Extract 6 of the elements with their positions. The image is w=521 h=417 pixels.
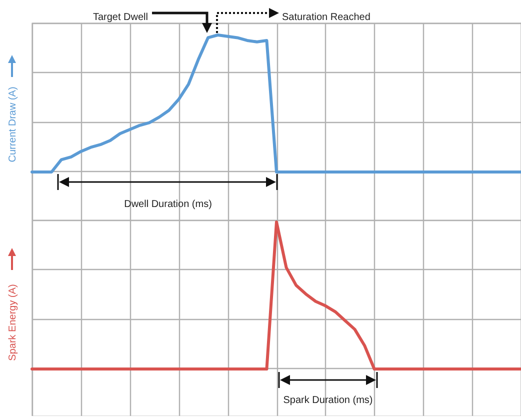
y-axis-title: Spark Energy (A) [8,284,18,361]
text: Target Dwell [92,12,148,23]
text: Dwell Duration (ms) [124,199,212,210]
text: Spark Duration (ms) [283,395,373,406]
y-axis-title: Current Draw (A) [8,86,18,162]
text: Saturation Reached [282,12,370,23]
